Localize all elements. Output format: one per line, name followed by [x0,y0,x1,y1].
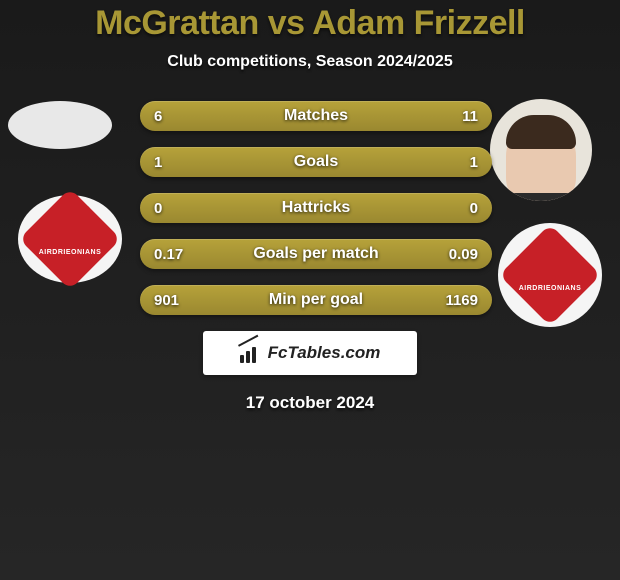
face-icon [506,121,576,201]
stat-right-value: 0 [434,200,478,217]
stat-label: Hattricks [282,199,350,217]
player-left-avatar [8,101,112,149]
brand-box[interactable]: FcTables.com [203,331,417,375]
comparison-card: McGrattan vs Adam Frizzell Club competit… [0,0,620,413]
stat-left-value: 0.17 [154,246,198,263]
stat-row: 1 Goals 1 [140,147,492,177]
stat-row: 901 Min per goal 1169 [140,285,492,315]
stat-label: Min per goal [269,291,363,309]
page-title: McGrattan vs Adam Frizzell [0,4,620,43]
stat-left-value: 901 [154,292,198,309]
brand-text: FcTables.com [268,343,381,363]
stat-left-value: 1 [154,154,198,171]
stat-row: 0 Hattricks 0 [140,193,492,223]
stat-row: 6 Matches 11 [140,101,492,131]
player-right-avatar [490,99,592,201]
stat-right-value: 1169 [434,292,478,309]
club-badge-text: AIRDRIEONIANS [519,285,582,292]
stat-left-value: 0 [154,200,198,217]
stat-label: Goals per match [253,245,378,263]
stat-label: Matches [284,107,348,125]
stat-right-value: 1 [434,154,478,171]
stats-area: AIRDRIEONIANS AIRDRIEONIANS 6 Matches 11… [0,101,620,413]
stat-right-value: 11 [434,108,478,125]
bar-chart-icon [240,343,262,363]
club-badge-text: AIRDRIEONIANS [39,249,102,256]
stat-rows: 6 Matches 11 1 Goals 1 0 Hattricks 0 0.1… [140,101,492,315]
player-right-club-badge: AIRDRIEONIANS [498,223,602,327]
stat-right-value: 0.09 [434,246,478,263]
date-label: 17 october 2024 [0,393,620,413]
stat-left-value: 6 [154,108,198,125]
club-logo-icon: AIRDRIEONIANS [34,203,106,275]
club-logo-icon: AIRDRIEONIANS [514,239,586,311]
subtitle: Club competitions, Season 2024/2025 [0,53,620,71]
stat-label: Goals [294,153,338,171]
stat-row: 0.17 Goals per match 0.09 [140,239,492,269]
player-left-club-badge: AIRDRIEONIANS [18,195,122,283]
